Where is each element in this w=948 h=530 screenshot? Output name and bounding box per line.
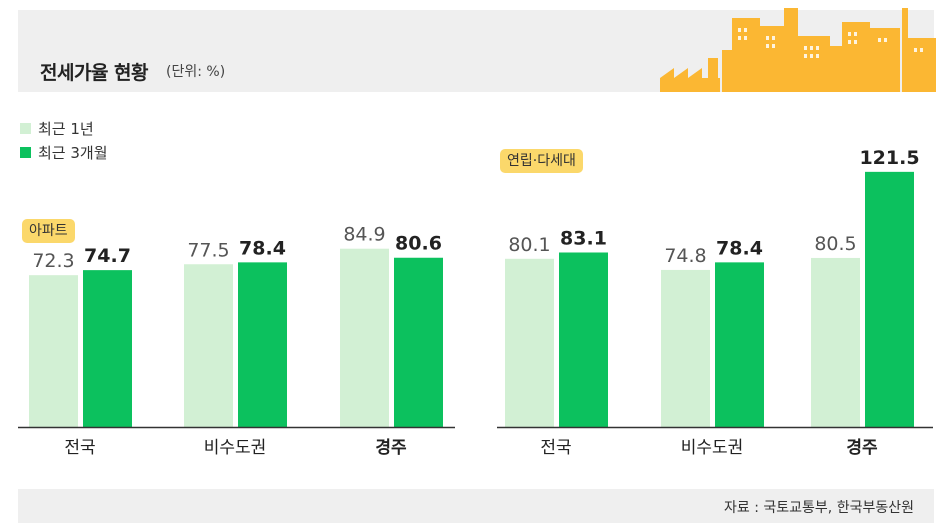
bar-villa-1-s0 <box>661 269 710 427</box>
legend-swatch-light <box>20 123 31 134</box>
category-label-villa-2: 경주 <box>846 438 878 458</box>
value-label-apt-2-s1: 80.6 <box>395 233 442 255</box>
source-band: 자료 : 국토교통부, 한국부동산원 <box>18 489 934 523</box>
unit-label: (단위: %) <box>166 64 226 80</box>
value-label-apt-1-s0: 77.5 <box>187 239 229 261</box>
chart-title: 전세가율 현황 <box>40 62 149 84</box>
legend-item-recent-1y: 최근 1년 <box>20 118 94 139</box>
value-label-apt-0-s1: 74.7 <box>84 245 131 267</box>
value-label-villa-1-s1: 78.4 <box>716 237 763 259</box>
value-label-villa-1-s0: 74.8 <box>664 245 706 267</box>
legend-label-recent-1y: 최근 1년 <box>38 120 94 138</box>
panel-badge-apartment: 아파트 <box>22 219 75 243</box>
category-label-apt-1: 비수도권 <box>204 438 267 458</box>
value-label-apt-2-s0: 84.9 <box>343 224 385 246</box>
bar-apt-1-s0 <box>184 264 233 427</box>
bar-apt-2-s1 <box>394 257 443 427</box>
category-label-apt-0: 전국 <box>64 438 95 458</box>
legend-label-recent-3m: 최근 3개월 <box>38 144 108 162</box>
category-label-villa-0: 전국 <box>540 438 571 458</box>
category-label-villa-1: 비수도권 <box>681 438 744 458</box>
value-label-apt-1-s1: 78.4 <box>239 237 286 259</box>
bar-apt-0-s1 <box>83 270 132 427</box>
panel-badge-villa: 연립·다세대 <box>500 149 583 173</box>
source-note: 자료 : 국토교통부, 한국부동산원 <box>724 500 914 516</box>
value-label-villa-2-s0: 80.5 <box>814 233 856 255</box>
bar-villa-2-s0 <box>811 257 860 427</box>
legend-item-recent-3m: 최근 3개월 <box>20 142 108 163</box>
value-label-villa-0-s0: 80.1 <box>508 234 550 256</box>
value-label-apt-0-s0: 72.3 <box>32 250 74 272</box>
legend-swatch-dark <box>20 147 31 158</box>
bar-apt-0-s0 <box>29 275 78 427</box>
bar-villa-1-s1 <box>715 262 764 427</box>
bar-villa-0-s1 <box>559 252 608 427</box>
value-label-villa-0-s1: 83.1 <box>560 227 607 249</box>
bar-apt-2-s0 <box>340 248 389 427</box>
bar-villa-2-s1 <box>865 171 914 427</box>
category-label-apt-2: 경주 <box>375 438 407 458</box>
city-skyline-icon <box>660 8 936 92</box>
bar-villa-0-s0 <box>505 258 554 427</box>
value-label-villa-2-s1: 121.5 <box>859 147 919 169</box>
bar-apt-1-s1 <box>238 262 287 427</box>
